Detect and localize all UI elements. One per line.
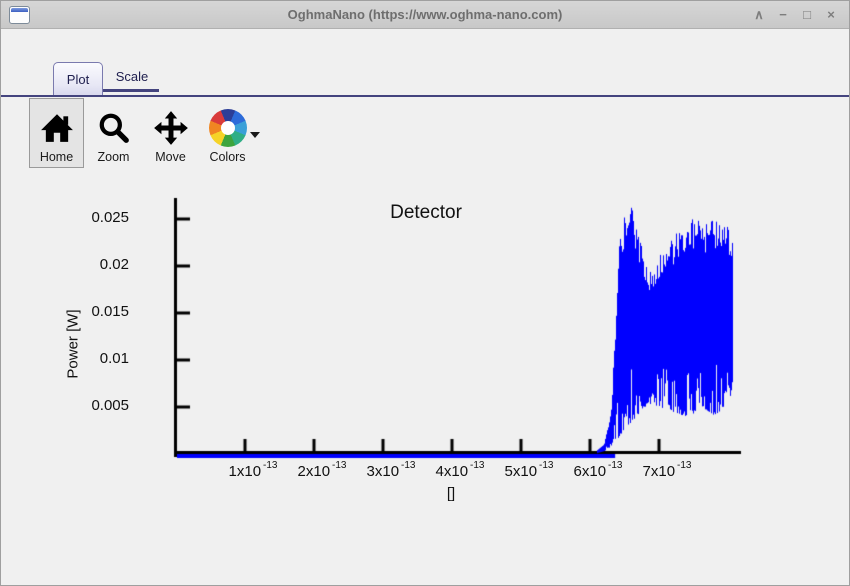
x-tick-label: 1x10 -13 [228, 460, 278, 480]
x-tick-label: 6x10 -13 [573, 460, 623, 480]
y-tick-label: 0.02 [99, 256, 129, 273]
chart-title: Detector [390, 202, 462, 223]
y-tick-label: 0.005 [91, 397, 129, 414]
y-tick-label: 0.025 [91, 209, 129, 226]
y-tick-label: 0.015 [91, 303, 129, 320]
x-tick-label: 3x10 -13 [366, 460, 416, 480]
chart-x-axis-label: [] [446, 485, 456, 502]
x-tick-label: 7x10 -13 [642, 460, 692, 480]
x-tick-label: 2x10 -13 [297, 460, 347, 480]
x-tick-label: 5x10 -13 [504, 460, 554, 480]
tab-plot[interactable]: Plot [53, 62, 103, 95]
tab-plot-label: Plot [66, 71, 90, 87]
x-tick-label: 4x10 -13 [435, 460, 485, 480]
y-tick-label: 0.01 [99, 350, 129, 367]
